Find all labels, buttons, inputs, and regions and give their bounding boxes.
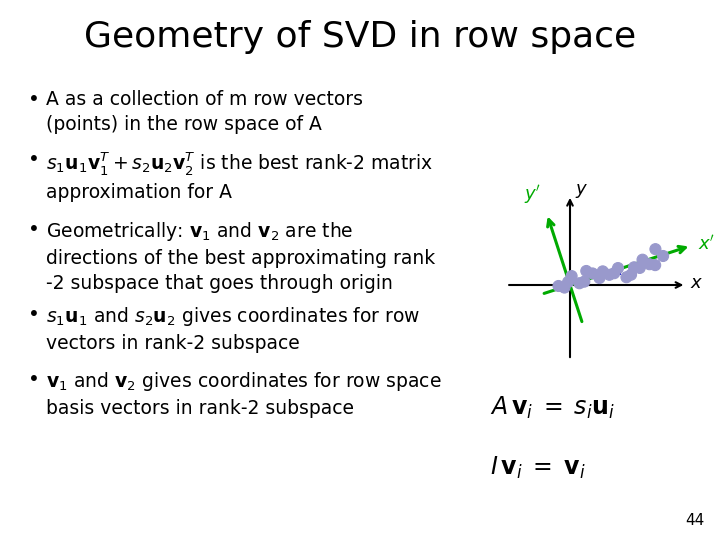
Circle shape [649,260,661,271]
Text: •: • [28,220,40,239]
Text: $s_1\mathit{\mathbf{u}}_1\mathit{\mathbf{v}}_1^T + s_2\mathit{\mathbf{u}}_2\math: $s_1\mathit{\mathbf{u}}_1\mathit{\mathbf… [46,150,433,202]
Circle shape [634,262,645,273]
Text: •: • [28,305,40,324]
Text: •: • [28,370,40,389]
Circle shape [559,282,570,293]
Circle shape [587,268,598,279]
Circle shape [629,262,639,273]
Circle shape [562,276,574,287]
Circle shape [598,266,608,277]
Circle shape [594,273,605,284]
Circle shape [621,272,632,283]
Circle shape [637,254,648,265]
Circle shape [579,276,590,287]
Circle shape [574,278,585,289]
Text: $y$: $y$ [575,183,588,200]
Text: $x$: $x$ [690,274,703,292]
Text: $y'$: $y'$ [524,183,541,206]
Text: Geometry of SVD in row space: Geometry of SVD in row space [84,20,636,54]
Circle shape [613,262,624,274]
Circle shape [608,268,620,279]
Text: $s_1\mathit{\mathbf{u}}_1$ and $s_2\mathit{\mathbf{u}}_2$ gives coordinates for : $s_1\mathit{\mathbf{u}}_1$ and $s_2\math… [46,305,420,353]
Text: •: • [28,150,40,169]
Text: A as a collection of m row vectors
(points) in the row space of A: A as a collection of m row vectors (poin… [46,90,363,134]
Circle shape [650,244,661,255]
Circle shape [553,280,564,292]
Circle shape [566,271,577,281]
Circle shape [604,269,615,280]
Text: $x'$: $x'$ [698,235,715,254]
Circle shape [581,266,592,276]
Text: Geometrically: $\mathit{\mathbf{v}}_1$ and $\mathit{\mathbf{v}}_2$ are the
direc: Geometrically: $\mathit{\mathbf{v}}_1$ a… [46,220,436,293]
Text: $\mathit{\mathbf{v}}_1$ and $\mathit{\mathbf{v}}_2$ gives coordinates for row sp: $\mathit{\mathbf{v}}_1$ and $\mathit{\ma… [46,370,441,418]
Circle shape [657,251,669,261]
Text: $I\,\mathbf{v}_i\;=\;\mathbf{v}_i$: $I\,\mathbf{v}_i\;=\;\mathbf{v}_i$ [490,455,585,481]
Circle shape [644,259,655,269]
Text: •: • [28,90,40,109]
Text: 44: 44 [685,513,705,528]
Circle shape [626,269,636,280]
Text: $A\,\mathbf{v}_i\;=\;s_i\mathbf{u}_i$: $A\,\mathbf{v}_i\;=\;s_i\mathbf{u}_i$ [490,395,615,421]
